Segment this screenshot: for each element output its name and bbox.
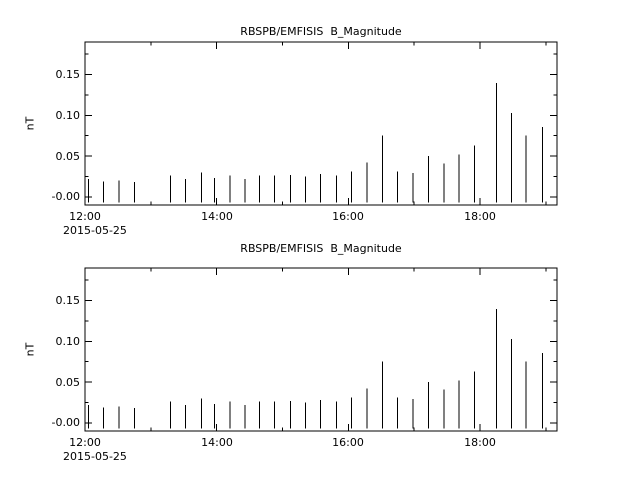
y-axis-label: nT (23, 342, 37, 357)
chart-panel-1 (84, 41, 558, 206)
xtick-label: 16:00 (332, 436, 364, 449)
ytick-label: -0.00 (51, 416, 80, 429)
xtick-label: 14:00 (201, 436, 233, 449)
y-axis-label: nT (23, 116, 37, 131)
chart-panel-2 (84, 267, 558, 432)
xtick-label: 18:00 (464, 210, 496, 223)
xtick-label: 18:00 (464, 436, 496, 449)
chart-title: RBSPB/EMFISIS B_Magnitude (240, 25, 402, 38)
xtick-label: 14:00 (201, 210, 233, 223)
ytick-label: 0.15 (55, 68, 81, 81)
ytick-label: -0.00 (51, 190, 80, 203)
x-axis-date-label: 2015-05-25 (63, 224, 127, 237)
xtick-label: 16:00 (332, 210, 364, 223)
ytick-label: 0.05 (55, 150, 81, 163)
xtick-label: 12:00 (69, 210, 101, 223)
x-axis-date-label: 2015-05-25 (63, 450, 127, 463)
ytick-label: 0.15 (55, 294, 81, 307)
ytick-label: 0.10 (55, 109, 81, 122)
xtick-label: 12:00 (69, 436, 101, 449)
ytick-label: 0.05 (55, 376, 81, 389)
axes-box (84, 41, 558, 206)
ytick-label: 0.10 (55, 335, 81, 348)
axes-box (84, 267, 558, 432)
chart-title: RBSPB/EMFISIS B_Magnitude (240, 242, 402, 255)
